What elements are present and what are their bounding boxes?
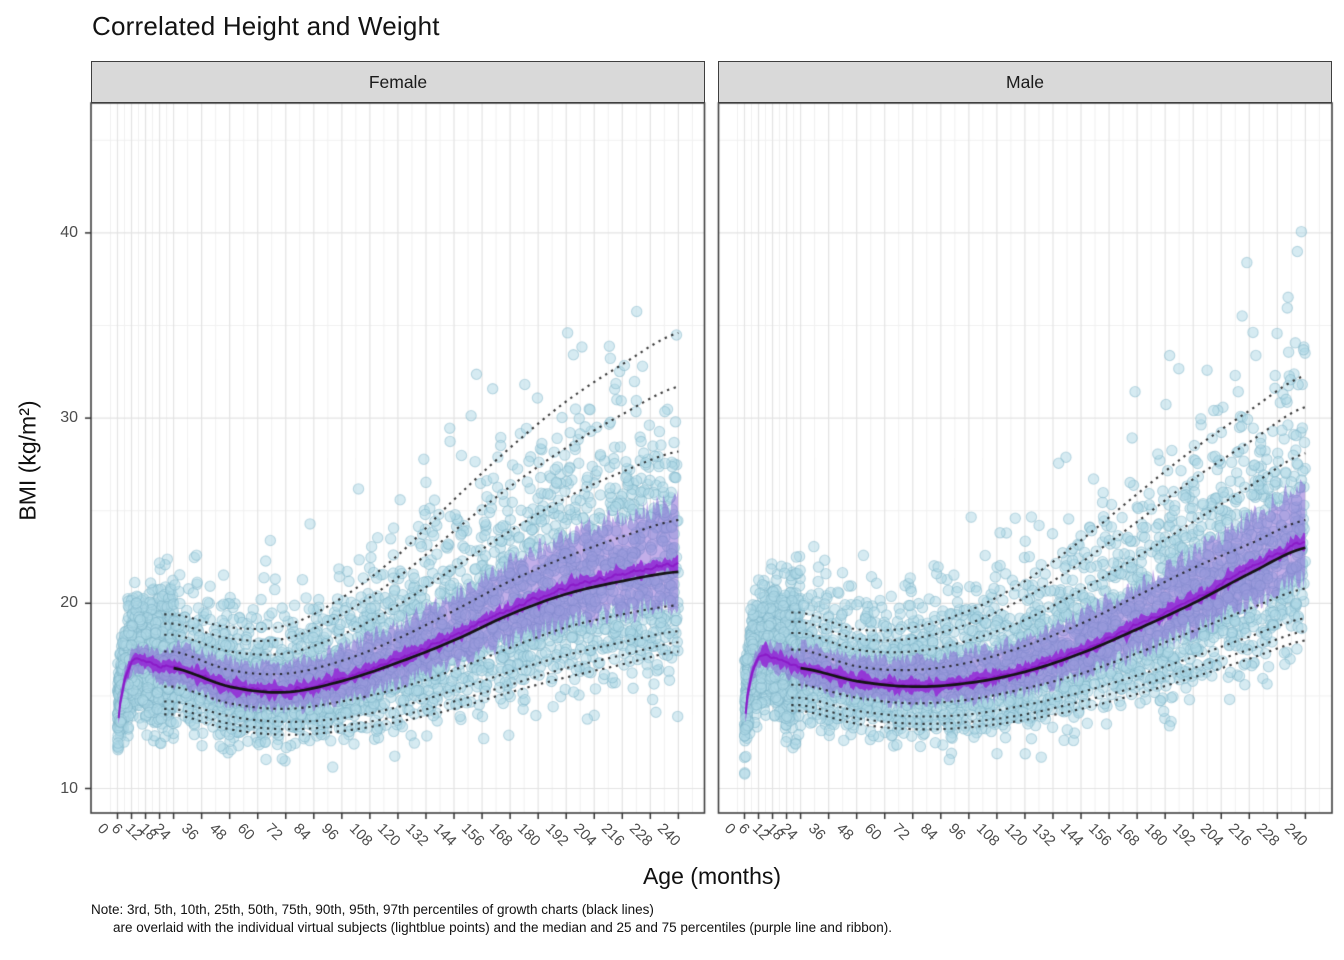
- chart-title: Correlated Height and Weight: [92, 11, 440, 41]
- facet-label-male: Male: [1006, 71, 1044, 92]
- y-tick-label: 10: [60, 779, 78, 797]
- y-tick-label: 40: [60, 223, 78, 241]
- x-axis-title: Age (months): [642, 863, 782, 889]
- y-tick-label: 20: [60, 594, 78, 612]
- caption-line-2: are overlaid with the individual virtual…: [113, 920, 892, 935]
- y-axis-title: BMI (kg/m²): [14, 400, 41, 521]
- facet-label-female: Female: [368, 71, 428, 92]
- facet-strip-male: Male: [718, 61, 1332, 103]
- facet-strip-female: Female: [91, 61, 705, 103]
- y-tick-label: 30: [60, 409, 78, 427]
- caption-line-1: Note: 3rd, 5th, 10th, 25th, 50th, 75th, …: [91, 902, 654, 917]
- caption-note: Note: 3rd, 5th, 10th, 25th, 50th, 75th, …: [91, 901, 892, 937]
